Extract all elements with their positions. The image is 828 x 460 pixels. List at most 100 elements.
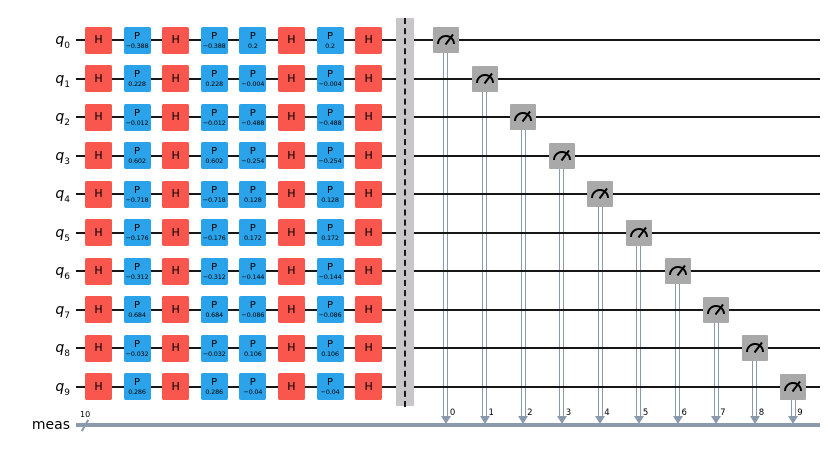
h-gate: H	[355, 26, 383, 54]
p-gate: P −0.718	[200, 180, 228, 208]
meter-icon	[707, 303, 726, 315]
h-gate: H	[85, 334, 112, 362]
p-gate: P −0.004	[316, 65, 344, 92]
meter-icon	[514, 110, 533, 123]
measure-gate	[664, 258, 691, 284]
arrow-down-icon	[749, 416, 760, 424]
h-gate: H	[355, 180, 383, 208]
h-gate: H	[85, 257, 112, 285]
h-gate: H	[277, 180, 305, 208]
h-gate: H	[85, 142, 112, 169]
p-gate: P −0.718	[123, 180, 151, 208]
h-gate: H	[277, 142, 305, 169]
qubit-wire	[76, 77, 820, 80]
h-gate: H	[355, 65, 383, 92]
clbit-label: 8	[758, 408, 765, 418]
p-gate: P −0.388	[200, 26, 228, 54]
p-gate: P 0.172	[239, 219, 267, 246]
p-gate: P −0.144	[316, 257, 344, 285]
arrow-down-icon	[479, 416, 490, 424]
qubit-label: q1	[55, 70, 70, 90]
h-gate: H	[85, 373, 112, 400]
p-gate: P 0.602	[200, 142, 228, 169]
p-gate: P −0.086	[239, 296, 267, 323]
h-gate: H	[162, 219, 190, 246]
qubit-label: q9	[55, 378, 70, 398]
qubit-label: q7	[55, 301, 70, 321]
arrow-down-icon	[788, 416, 799, 424]
clbit-label: 6	[681, 408, 687, 418]
clbit-label: 2	[527, 408, 533, 418]
p-gate: P −0.04	[316, 373, 344, 400]
qubit-label: q4	[55, 186, 70, 205]
qubit-wire	[76, 116, 820, 118]
qubit-label: q8	[55, 340, 70, 359]
h-gate: H	[277, 65, 305, 92]
clbit-label: 3	[565, 408, 572, 418]
p-gate: P 0.106	[316, 334, 344, 362]
p-gate: P 0.684	[123, 296, 151, 323]
h-gate: H	[277, 219, 305, 246]
measure-wire	[482, 91, 487, 416]
p-gate: P −0.144	[239, 257, 267, 285]
h-gate: H	[162, 296, 190, 323]
h-gate: H	[85, 26, 112, 54]
measure-wire	[443, 53, 449, 416]
p-gate: P −0.488	[316, 103, 344, 131]
qubit-label: q6	[55, 263, 70, 282]
p-gate: P −0.012	[200, 103, 228, 131]
qubit-wire	[76, 193, 820, 195]
arrow-down-icon	[595, 416, 606, 424]
arrow-down-icon	[556, 416, 567, 424]
p-gate: P −0.254	[316, 142, 344, 169]
p-gate: P 0.128	[316, 180, 344, 208]
h-gate: H	[85, 65, 112, 92]
h-gate: H	[85, 219, 112, 246]
measure-wire	[713, 322, 719, 416]
h-gate: H	[355, 103, 383, 131]
measure-gate	[471, 65, 498, 92]
meter-icon	[436, 33, 455, 46]
h-gate: H	[85, 296, 112, 323]
qubit-wire	[76, 270, 820, 272]
p-gate: P −0.012	[123, 103, 151, 131]
qubit-wire	[76, 347, 820, 349]
clbit-label: 5	[642, 408, 649, 418]
h-gate: H	[355, 219, 383, 246]
measure-wire	[559, 168, 565, 416]
measure-gate	[587, 181, 614, 207]
clbit-label: 9	[797, 408, 803, 418]
p-gate: P −0.254	[239, 142, 267, 169]
h-gate: H	[162, 257, 190, 285]
measure-gate	[625, 219, 652, 246]
measure-gate	[703, 296, 730, 323]
qubit-wire	[76, 385, 820, 388]
measure-gate	[780, 373, 807, 400]
h-gate: H	[85, 103, 112, 131]
arrow-down-icon	[711, 416, 722, 424]
p-gate: P 0.106	[239, 334, 267, 362]
h-gate: H	[162, 65, 190, 92]
meter-icon	[591, 187, 610, 200]
p-gate: P −0.086	[316, 296, 344, 323]
meter-icon	[668, 264, 687, 277]
meter-icon	[784, 380, 803, 392]
h-gate: H	[355, 296, 383, 323]
measure-wire	[636, 245, 642, 416]
h-gate: H	[277, 26, 305, 54]
qubit-label: q0	[55, 32, 70, 51]
h-gate: H	[162, 142, 190, 169]
clbit-label: 4	[604, 408, 610, 418]
p-gate: P −0.176	[200, 219, 228, 246]
arrow-down-icon	[633, 416, 644, 424]
arrow-down-icon	[518, 416, 529, 424]
p-gate: P −0.032	[200, 334, 228, 362]
h-gate: H	[162, 180, 190, 208]
p-gate: P 0.228	[200, 65, 228, 92]
meter-icon	[475, 72, 494, 84]
qubit-label: q3	[55, 147, 70, 167]
h-gate: H	[355, 373, 383, 400]
barrier-dashed-line	[404, 18, 406, 407]
measure-wire	[597, 207, 603, 416]
